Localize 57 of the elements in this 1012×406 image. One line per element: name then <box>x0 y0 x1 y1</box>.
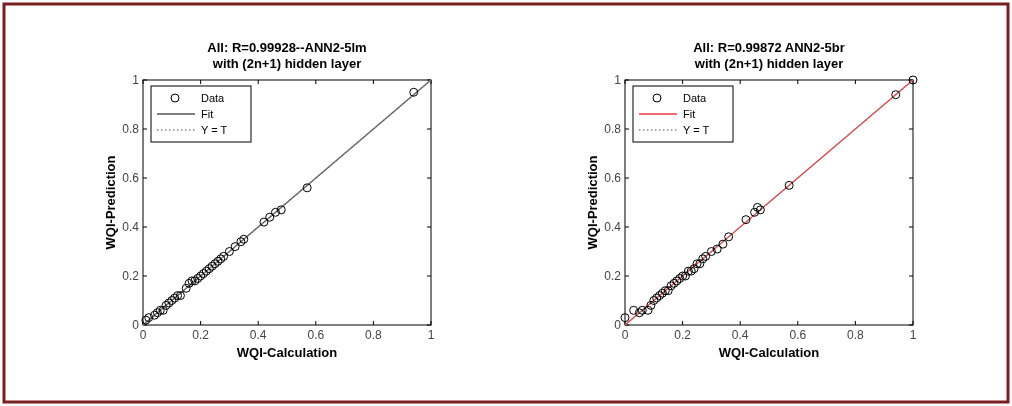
y-tick-label: 0.8 <box>122 122 140 136</box>
point <box>712 244 722 254</box>
y-tick-label: 0 <box>132 318 140 332</box>
legend-label: Y = T <box>201 124 228 136</box>
point <box>891 90 901 100</box>
x-axis-title: WQI-Calculation <box>236 345 338 360</box>
y-tick-label: 0.8 <box>604 122 622 136</box>
point <box>629 305 639 315</box>
point <box>259 217 269 227</box>
x-tick-label: 0.4 <box>731 328 749 342</box>
point <box>230 242 240 252</box>
point <box>181 283 191 293</box>
y-tick-label: 0.6 <box>604 171 622 185</box>
point <box>706 247 716 256</box>
chart-title: All: R=0.99872 ANN2-5br with (2n+1) hidden layer <box>693 40 845 71</box>
point <box>265 212 275 222</box>
y-tick-label: 0 <box>614 318 622 332</box>
point <box>784 180 794 190</box>
x-tick-label: 1 <box>909 328 917 342</box>
x-tick-label: 0.4 <box>249 328 267 342</box>
y-axis-title: WQI-Prediction <box>103 155 118 250</box>
chart-title: All: R=0.99928--ANN2-5lm with (2n+1) hidden layer <box>207 40 367 71</box>
point <box>718 239 728 249</box>
point <box>643 305 653 315</box>
y-tick-label: 0.2 <box>122 269 140 283</box>
x-axis-title: WQI-Calculation <box>718 345 820 360</box>
y-tick-label: 0.4 <box>122 220 140 234</box>
y-axis-title: WQI-Prediction <box>585 155 600 250</box>
y-tick-label: 0.2 <box>604 269 622 283</box>
x-tick-label: 0.8 <box>365 328 383 342</box>
y-tick-label: 1 <box>614 73 622 87</box>
x-tick-label: 0.6 <box>789 328 807 342</box>
point <box>724 232 734 242</box>
y-tick-label: 0.4 <box>604 220 622 234</box>
x-tick-label: 0.6 <box>307 328 325 342</box>
point <box>302 183 312 193</box>
point <box>649 296 659 305</box>
point <box>224 247 234 256</box>
point <box>646 300 656 310</box>
point <box>741 215 751 225</box>
x-tick-label: 0.8 <box>847 328 865 342</box>
point <box>270 207 280 217</box>
x-tick-label: 0.2 <box>674 328 692 342</box>
x-tick-label: 0.2 <box>192 328 210 342</box>
legend-label: Data <box>683 92 708 104</box>
point <box>276 205 286 215</box>
y-tick-label: 0.6 <box>122 171 140 185</box>
point <box>620 313 630 323</box>
y-tick-label: 1 <box>132 73 140 87</box>
x-tick-label: 1 <box>427 328 435 342</box>
point <box>908 75 918 85</box>
point <box>409 87 419 97</box>
point <box>750 207 760 217</box>
legend-label: Data <box>201 92 226 104</box>
legend-label: Y = T <box>683 124 710 136</box>
legend-label: Fit <box>201 108 214 120</box>
legend-label: Fit <box>683 108 696 120</box>
